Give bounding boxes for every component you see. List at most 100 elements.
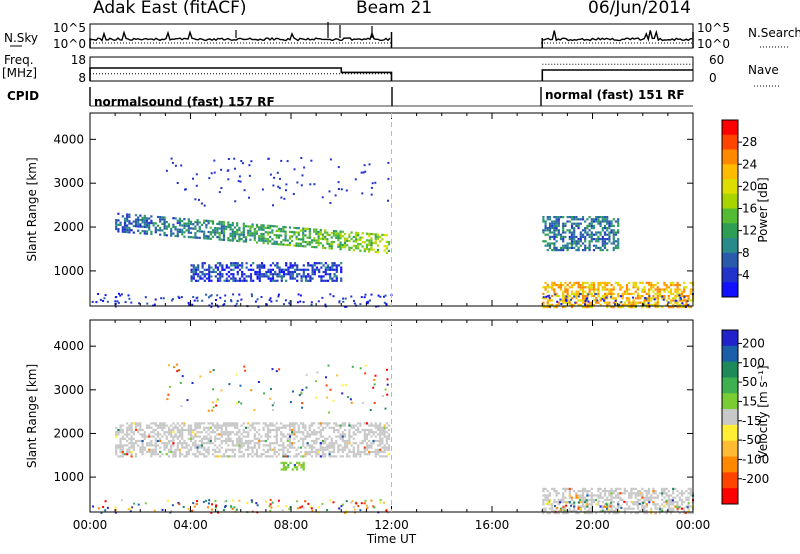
vel-cell: [348, 442, 351, 445]
vel-cell: [154, 444, 157, 447]
vel-cell: [161, 422, 164, 425]
vel-cell: [374, 422, 377, 425]
pow-cell: [562, 240, 565, 243]
vel-cell: [207, 450, 210, 454]
vel-speckle: [372, 386, 375, 389]
pow-cell: [566, 299, 569, 302]
vel-cell: [123, 437, 127, 440]
vel-cell: [674, 496, 677, 499]
pow-cell: [562, 284, 565, 287]
pow-cell: [586, 295, 589, 298]
pow-cell: [628, 301, 631, 304]
vel-noise: [296, 507, 299, 510]
pow-cell: [231, 237, 234, 240]
xtick-label-0: 00:00: [73, 518, 108, 532]
pow-cell: [612, 238, 615, 241]
vel-cell: [317, 437, 320, 440]
pow-cell: [143, 217, 146, 220]
vel-cell: [150, 435, 153, 438]
pow-cell: [610, 290, 613, 293]
pow-cell: [333, 264, 336, 267]
vel-speckle: [263, 392, 266, 395]
vel-cell: [266, 448, 270, 451]
pow-cell: [568, 299, 571, 302]
powbar-swatch-10: [722, 267, 738, 283]
pow-speckle: [387, 199, 389, 202]
pow-cell: [238, 279, 242, 282]
pow-cell: [683, 281, 686, 284]
pow-cell: [287, 268, 290, 271]
pow-cell: [575, 290, 578, 293]
vel-cell: [280, 439, 283, 443]
pow-cell: [238, 268, 242, 271]
vel-cell: [588, 494, 591, 497]
pow-cell: [227, 270, 231, 274]
vel-cell: [231, 431, 234, 434]
pow-cell: [590, 231, 593, 234]
vel-cell: [614, 496, 618, 499]
pow-cell: [128, 226, 131, 229]
vel-cell: [251, 422, 254, 425]
vel-cell: [207, 453, 210, 456]
vel-cell: [348, 433, 351, 436]
pow-cell: [590, 295, 593, 298]
vel-cell: [542, 494, 545, 497]
vel-cell: [176, 422, 179, 425]
vel-cell: [304, 446, 307, 449]
vel-speckle: [270, 388, 272, 390]
vel-cell: [233, 448, 237, 451]
pow-cell: [628, 306, 631, 309]
vel-cell: [387, 437, 391, 440]
pow-cell: [299, 242, 303, 245]
vel-cell: [652, 490, 655, 493]
pow-cell: [260, 275, 264, 278]
pow-cell: [253, 230, 256, 233]
pow-speckle: [277, 185, 280, 188]
vel-cell: [154, 424, 157, 427]
pow-cell: [570, 242, 574, 245]
pow-cell: [647, 288, 651, 291]
pow-cell: [603, 233, 607, 236]
vel-noise: [366, 504, 368, 507]
vel-cell: [359, 431, 362, 434]
vel-cell: [152, 444, 155, 447]
vel-cell: [196, 450, 199, 454]
vel-cell: [145, 444, 149, 447]
pow-cell: [143, 230, 146, 233]
vel-cell: [683, 501, 686, 504]
vel-cell: [255, 448, 259, 451]
pow-cell: [573, 235, 576, 238]
pow-speckle: [165, 169, 168, 172]
pow-cell: [546, 286, 549, 289]
pow-cell: [271, 262, 275, 265]
pow-cell: [141, 216, 144, 219]
velbar-frame: [721, 329, 739, 505]
vel-cell: [575, 512, 578, 515]
vel-cell: [304, 450, 307, 454]
vel-cell: [581, 498, 585, 501]
vel-cell: [319, 455, 322, 458]
vel-cell: [663, 487, 666, 490]
vel-cell: [555, 501, 558, 504]
vel-cell: [590, 494, 593, 497]
vel-noise: [269, 509, 272, 512]
pow-noise: [95, 301, 98, 304]
pow-cell: [603, 240, 607, 243]
vel-cell: [548, 512, 552, 515]
vel-speckle: [359, 367, 362, 370]
vel-cell: [365, 453, 369, 456]
pow-cell: [288, 244, 292, 247]
vel-cell: [639, 490, 642, 493]
pow-speckle: [387, 177, 390, 180]
pow-cell: [667, 286, 670, 289]
pow-cell: [194, 268, 198, 271]
pow-cell: [546, 216, 549, 219]
pow-cell: [542, 231, 545, 234]
pow-cell: [293, 264, 297, 267]
vel-cell: [665, 487, 668, 490]
vel-cell: [376, 426, 380, 429]
pow-cell: [271, 279, 275, 282]
vel-cell: [379, 455, 382, 458]
vel-cell: [262, 428, 265, 432]
vel-cell: [233, 453, 237, 456]
